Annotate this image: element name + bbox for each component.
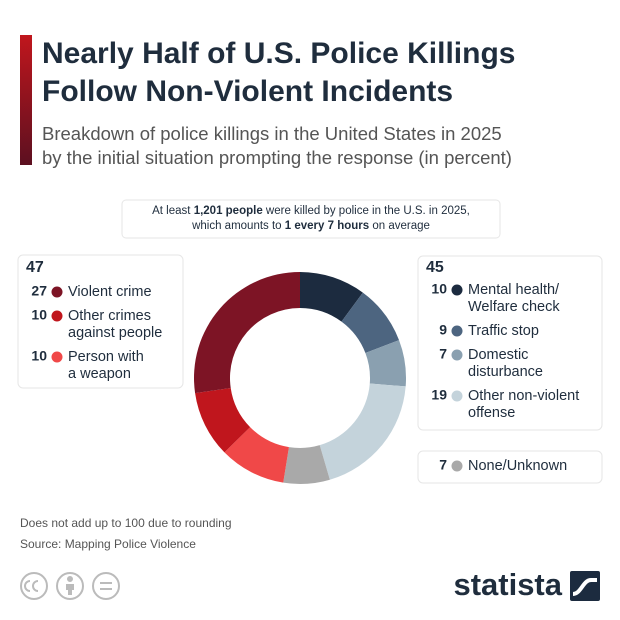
legend-label: Other crimes bbox=[68, 308, 151, 324]
donut-slice bbox=[224, 427, 289, 483]
legend-marker bbox=[451, 390, 463, 402]
donut-slice bbox=[365, 340, 407, 387]
footnote: Source: Mapping Police Violence bbox=[20, 537, 196, 551]
legend-marker bbox=[451, 349, 463, 361]
annotation-part: At least bbox=[152, 205, 194, 217]
legend-label: Traffic stop bbox=[468, 323, 539, 339]
donut-slice bbox=[283, 445, 330, 485]
license-icons bbox=[20, 572, 120, 600]
chart-subtitle: Breakdown of police killings in the Unit… bbox=[42, 123, 502, 144]
donut-slice bbox=[194, 272, 300, 394]
legend-box bbox=[417, 255, 603, 431]
legend-value: 7 bbox=[439, 346, 447, 362]
legend-label: None/Unknown bbox=[468, 458, 567, 474]
annotation-part: 1,201 people bbox=[194, 205, 263, 217]
legend-value: 10 bbox=[431, 281, 447, 297]
annotation-part: which amounts to bbox=[191, 220, 285, 232]
legend-marker bbox=[51, 310, 63, 322]
legend-label: disturbance bbox=[468, 364, 543, 380]
annotation-part: 1 every 7 hours bbox=[285, 220, 369, 232]
legend-value: 27 bbox=[31, 283, 47, 299]
annotation-box bbox=[121, 199, 501, 239]
brand-icon bbox=[570, 571, 600, 601]
legend-marker bbox=[451, 460, 463, 472]
annotation-part: on average bbox=[369, 220, 430, 232]
legend-marker bbox=[451, 284, 463, 296]
legend-label: Mental health/ bbox=[468, 282, 560, 298]
donut-slice bbox=[195, 387, 251, 453]
legend-box bbox=[417, 450, 603, 484]
group-total: 45 bbox=[426, 259, 444, 276]
legend-value: 19 bbox=[431, 387, 447, 403]
legend-marker bbox=[451, 325, 463, 337]
legend-label: against people bbox=[68, 325, 162, 341]
legend-label: Welfare check bbox=[468, 299, 560, 315]
legend-label: offense bbox=[468, 405, 515, 421]
donut-slice bbox=[300, 272, 363, 322]
legend-label: Domestic bbox=[468, 347, 528, 363]
annotation: At least 1,201 people were killed by pol… bbox=[152, 205, 470, 217]
footnote: Does not add up to 100 due to rounding bbox=[20, 516, 232, 530]
legend-label: Violent crime bbox=[68, 284, 152, 300]
chart-subtitle: by the initial situation prompting the r… bbox=[42, 147, 512, 168]
legend-marker bbox=[51, 286, 63, 298]
brand: statista bbox=[453, 567, 562, 602]
legend-label: Other non-violent bbox=[468, 388, 579, 404]
annotation: which amounts to 1 every 7 hours on aver… bbox=[191, 220, 430, 232]
legend-label: a weapon bbox=[68, 366, 131, 382]
legend-value: 7 bbox=[439, 457, 447, 473]
chart-title: Follow Non-Violent Incidents bbox=[42, 75, 453, 108]
legend-value: 9 bbox=[439, 322, 447, 338]
legend-value: 10 bbox=[31, 348, 47, 364]
title-bar bbox=[20, 35, 32, 165]
group-total: 47 bbox=[26, 259, 44, 276]
legend-marker bbox=[51, 351, 63, 363]
legend-label: Person with bbox=[68, 349, 144, 365]
legend-value: 10 bbox=[31, 307, 47, 323]
annotation-part: were killed by police in the U.S. in 202… bbox=[263, 205, 470, 217]
donut-slice bbox=[319, 383, 406, 480]
donut-slice bbox=[341, 292, 400, 354]
chart-title: Nearly Half of U.S. Police Killings bbox=[42, 37, 515, 70]
